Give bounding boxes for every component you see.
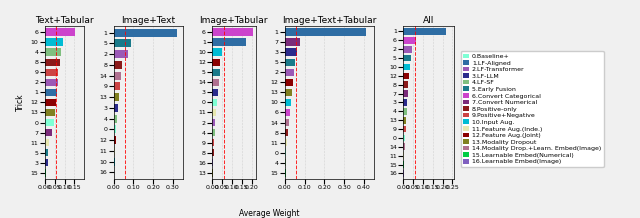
Bar xyxy=(45,48,61,56)
Bar xyxy=(285,129,288,136)
Bar xyxy=(285,79,292,86)
Title: Image+Tabular: Image+Tabular xyxy=(200,16,268,25)
Bar xyxy=(285,28,366,36)
Bar xyxy=(285,119,289,126)
Bar xyxy=(403,99,407,106)
Title: Image+Text+Tabular: Image+Text+Tabular xyxy=(282,16,376,25)
Bar xyxy=(212,28,253,36)
Text: Average Weight: Average Weight xyxy=(239,209,299,218)
Bar xyxy=(285,159,286,167)
Title: Text+Tabular: Text+Tabular xyxy=(35,16,94,25)
Bar xyxy=(403,37,417,44)
Title: All: All xyxy=(423,16,435,25)
Bar xyxy=(45,99,56,106)
Bar xyxy=(285,89,292,96)
Bar xyxy=(212,99,216,106)
Bar xyxy=(403,46,412,53)
Bar xyxy=(285,139,287,146)
Bar xyxy=(403,161,404,168)
Bar xyxy=(285,99,291,106)
Bar xyxy=(212,149,214,157)
Bar xyxy=(285,48,297,56)
Bar xyxy=(403,64,410,70)
Bar xyxy=(113,82,120,90)
Bar xyxy=(403,135,405,141)
Bar xyxy=(212,109,216,116)
Bar xyxy=(45,38,63,46)
Bar xyxy=(285,59,295,66)
Bar xyxy=(285,149,286,157)
Title: Image+Text: Image+Text xyxy=(121,16,175,25)
Bar xyxy=(285,38,300,46)
Bar xyxy=(403,90,408,97)
Bar xyxy=(212,119,215,126)
Bar xyxy=(285,69,294,76)
Bar xyxy=(403,73,409,79)
Bar xyxy=(113,125,116,133)
Bar xyxy=(212,79,219,86)
Bar xyxy=(403,55,411,61)
Bar xyxy=(113,50,128,58)
Bar xyxy=(45,159,48,167)
Bar xyxy=(45,79,58,86)
Bar xyxy=(45,28,76,36)
Bar xyxy=(403,117,406,124)
Bar xyxy=(212,139,214,146)
Bar xyxy=(403,143,404,150)
Bar xyxy=(285,109,290,116)
Bar xyxy=(403,152,404,159)
Bar xyxy=(45,149,49,157)
Bar xyxy=(113,158,115,166)
Bar xyxy=(113,104,118,112)
Bar xyxy=(113,39,131,47)
Bar xyxy=(113,93,119,101)
Bar xyxy=(45,59,60,66)
Bar xyxy=(113,29,177,37)
Bar xyxy=(212,129,215,136)
Bar xyxy=(403,28,447,35)
Bar xyxy=(113,61,122,69)
Bar xyxy=(45,109,55,116)
Bar xyxy=(45,129,52,136)
Bar xyxy=(212,159,213,167)
Bar xyxy=(113,114,117,123)
Bar xyxy=(403,108,407,115)
Bar xyxy=(45,139,49,146)
Bar xyxy=(403,81,408,88)
Bar xyxy=(45,119,54,126)
Legend: 0.Baseline+, 1.LF-Aligned, 2.LF-Transformer, 3.LF-LLM, 4.LF-SF, 5.Early Fusion, : 0.Baseline+, 1.LF-Aligned, 2.LF-Transfor… xyxy=(461,51,604,167)
Bar xyxy=(113,72,121,80)
Bar xyxy=(212,59,220,66)
Bar xyxy=(403,126,406,132)
Bar xyxy=(113,147,115,155)
Bar xyxy=(45,169,46,177)
Bar xyxy=(45,69,58,76)
Bar xyxy=(212,38,246,46)
Bar xyxy=(212,69,220,76)
Y-axis label: Trick: Trick xyxy=(16,94,25,111)
Bar xyxy=(113,136,116,144)
Bar xyxy=(212,169,213,177)
Bar xyxy=(212,48,222,56)
Bar xyxy=(212,89,218,96)
Bar xyxy=(45,89,57,96)
